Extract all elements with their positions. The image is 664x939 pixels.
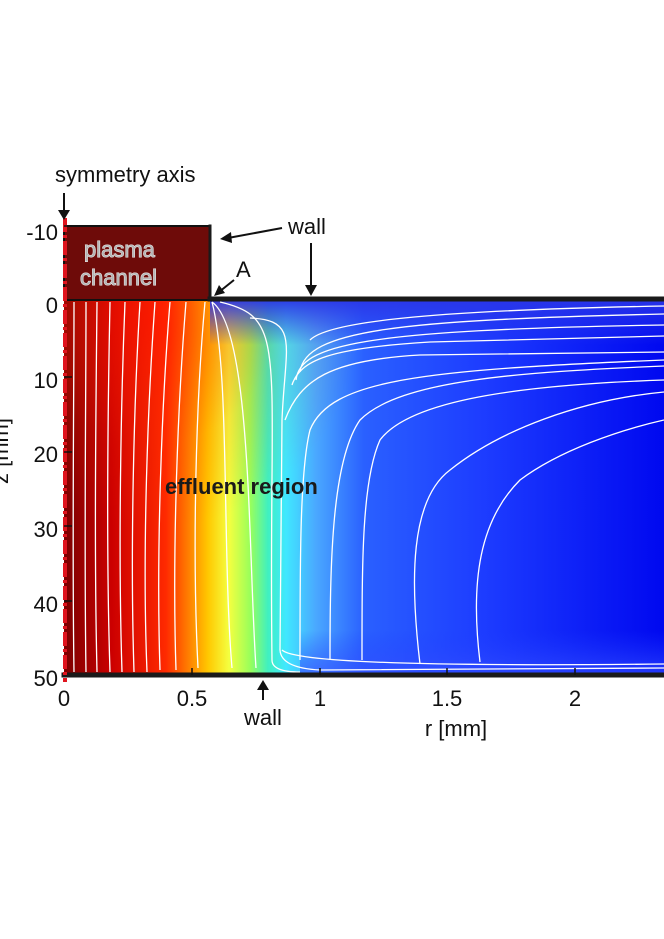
y-tick-label: 0	[46, 293, 58, 318]
x-tick-label: 2	[569, 686, 581, 711]
annotations: symmetry axis wall A effluent region wal…	[55, 162, 326, 730]
plasma-channel	[63, 225, 211, 301]
x-tick-label: 1	[314, 686, 326, 711]
plasma-channel-label-line1: plasma	[84, 237, 156, 262]
y-tick-label: 30	[34, 517, 58, 542]
x-tick-label: 0	[58, 686, 70, 711]
effluent-region-label: effluent region	[165, 474, 318, 499]
temperature-field	[64, 300, 664, 675]
y-tick-label: 10	[34, 368, 58, 393]
walls	[61, 224, 664, 678]
contour-lines	[72, 301, 664, 673]
x-tick-label: 0.5	[177, 686, 208, 711]
y-tick-label: 50	[34, 666, 58, 691]
point-a-label: A	[236, 257, 251, 282]
y-axis: -10 0 10 20 30 40 50 z [mm]	[0, 220, 72, 691]
y-tick-label: 20	[34, 442, 58, 467]
wall-label-top: wall	[287, 214, 326, 239]
plasma-channel-label-line2: channel	[80, 265, 157, 290]
x-axis-label: r [mm]	[425, 716, 487, 741]
x-axis: 0 0.5 1 1.5 2 r [mm]	[58, 668, 581, 741]
x-tick-label: 1.5	[432, 686, 463, 711]
symmetry-axis-label: symmetry axis	[55, 162, 196, 187]
y-axis-label: z [mm]	[0, 418, 13, 484]
wall-label-bottom: wall	[243, 705, 282, 730]
y-tick-label: 40	[34, 592, 58, 617]
y-tick-label: -10	[26, 220, 58, 245]
